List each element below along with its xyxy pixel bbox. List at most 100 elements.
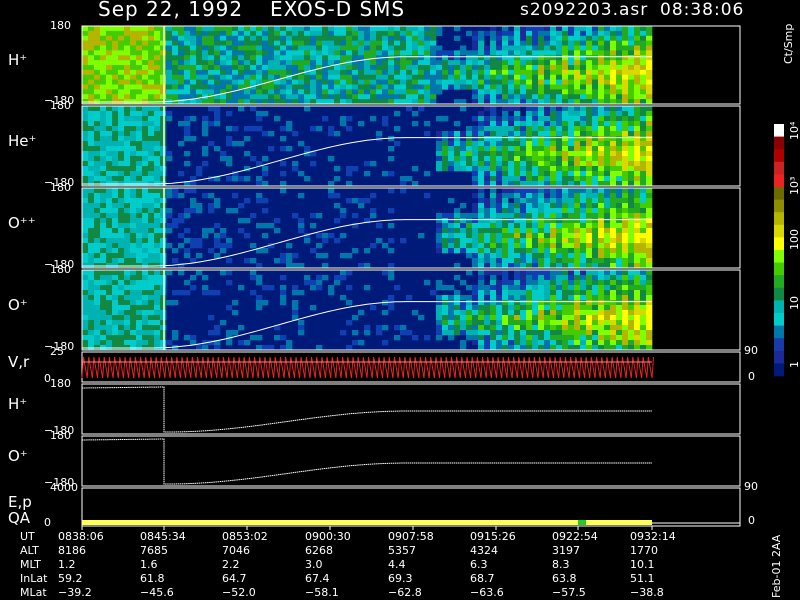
spectrogram-cell bbox=[244, 89, 251, 95]
spectrogram-cell bbox=[370, 26, 377, 32]
spectrogram-cell bbox=[580, 65, 587, 71]
spectrogram-cell bbox=[646, 126, 653, 132]
spectrogram-cell bbox=[634, 131, 641, 137]
spectrogram-cell bbox=[574, 208, 581, 214]
spectrogram-cell bbox=[226, 84, 233, 90]
spectrogram-cell bbox=[592, 65, 599, 71]
spectrogram-cell bbox=[202, 345, 209, 351]
spectrogram-cell bbox=[226, 60, 233, 66]
spectrogram-cell bbox=[220, 243, 227, 249]
spectrogram-cell bbox=[208, 248, 215, 254]
spectrogram-cell bbox=[448, 228, 455, 234]
spectrogram-cell bbox=[604, 151, 611, 157]
spectrogram-cell bbox=[316, 94, 323, 100]
spectrogram-cell bbox=[628, 30, 635, 37]
spectrogram-cell bbox=[556, 203, 563, 209]
spectrogram-cell bbox=[442, 136, 449, 142]
spectrogram-cell bbox=[184, 50, 191, 56]
spectrogram-cell bbox=[574, 320, 581, 326]
spectrogram-cell bbox=[562, 300, 569, 306]
spectrogram-cell bbox=[580, 193, 587, 199]
spectrogram-cell bbox=[280, 89, 287, 95]
spectrogram-cell bbox=[94, 193, 101, 199]
spectrogram-cell bbox=[454, 65, 461, 71]
spectrogram-cell bbox=[154, 40, 161, 46]
spectrogram-cell bbox=[436, 50, 443, 56]
spectrogram-cell bbox=[346, 198, 353, 204]
spectrogram-cell bbox=[340, 69, 347, 76]
spectrogram-cell bbox=[514, 106, 521, 112]
spectrogram-cell bbox=[634, 275, 641, 281]
spectrogram-cell bbox=[586, 280, 593, 286]
spectrogram-cell bbox=[502, 166, 509, 172]
spectrogram-cell bbox=[592, 111, 599, 117]
spectrogram-cell bbox=[244, 74, 251, 80]
spectrogram-cell bbox=[136, 335, 143, 341]
spectrogram-cell bbox=[112, 121, 119, 127]
spectrogram-cell bbox=[334, 26, 341, 32]
spectrogram-cell bbox=[106, 136, 113, 142]
spectrogram-cell bbox=[460, 151, 467, 157]
spectrogram-cell bbox=[490, 280, 497, 286]
spectrogram-cell bbox=[292, 253, 299, 259]
spectrogram-cell bbox=[460, 280, 467, 286]
spectrogram-cell bbox=[178, 193, 185, 199]
spectrogram-cell bbox=[598, 198, 605, 204]
spectrogram-cell bbox=[484, 295, 491, 301]
spectrogram-cell bbox=[550, 111, 557, 117]
spectrogram-cell bbox=[634, 188, 641, 194]
spectrogram-cell bbox=[172, 45, 179, 51]
spectrogram-cell bbox=[88, 223, 95, 229]
spectrogram-cell bbox=[94, 26, 101, 32]
spectrogram-cell bbox=[214, 89, 221, 95]
spectrogram-cell bbox=[580, 89, 587, 95]
spectrogram-cell bbox=[526, 151, 533, 157]
spectrogram-cell bbox=[436, 248, 443, 254]
spectrogram-cell bbox=[400, 94, 407, 100]
spectrogram-cell bbox=[616, 270, 623, 276]
spectrogram-cell bbox=[640, 55, 647, 61]
spectrogram-cell bbox=[82, 270, 89, 276]
spectrogram-cell bbox=[538, 35, 545, 41]
spectrogram-cell bbox=[592, 35, 599, 41]
spectrogram-cell bbox=[616, 275, 623, 281]
spectrogram-cell bbox=[484, 84, 491, 90]
spectrogram-cell bbox=[622, 69, 629, 76]
spectrogram-cell bbox=[220, 94, 227, 100]
spectrogram-cell bbox=[148, 275, 155, 281]
spectrogram-cell bbox=[514, 45, 521, 51]
spectrogram-cell bbox=[592, 161, 599, 167]
spectrogram-cell bbox=[448, 161, 455, 167]
spectrogram-cell bbox=[388, 270, 395, 276]
spectrogram-cell bbox=[400, 60, 407, 66]
spectrogram-cell bbox=[82, 188, 89, 194]
spectrogram-cell bbox=[622, 35, 629, 41]
spectrogram-cell bbox=[580, 208, 587, 214]
spectrogram-cell bbox=[514, 79, 521, 85]
spectrogram-cell bbox=[526, 193, 533, 199]
spectrogram-cell bbox=[502, 79, 509, 85]
spectrogram-cell bbox=[616, 156, 623, 162]
spectrogram-cell bbox=[178, 141, 185, 147]
spectrogram-cell bbox=[82, 223, 89, 229]
spectrogram-cell bbox=[112, 228, 119, 234]
spectrogram-cell bbox=[430, 84, 437, 90]
spectrogram-cell bbox=[286, 121, 293, 127]
spectrogram-cell bbox=[118, 106, 125, 112]
spectrogram-cell bbox=[496, 146, 503, 152]
spectrogram-cell bbox=[472, 136, 479, 142]
spectrogram-cell bbox=[196, 253, 203, 259]
spectrogram-cell bbox=[610, 151, 617, 157]
spectrogram-cell bbox=[580, 40, 587, 46]
spectrogram-cell bbox=[136, 30, 143, 37]
spectrogram-cell bbox=[352, 99, 359, 105]
spectrogram-cell bbox=[160, 136, 167, 142]
spectrogram-cell bbox=[496, 65, 503, 71]
spectrogram-cell bbox=[148, 243, 155, 249]
spectrogram-cell bbox=[130, 253, 137, 259]
spectrogram-cell bbox=[262, 35, 269, 41]
spectrogram-cell bbox=[400, 69, 407, 76]
spectrogram-cell bbox=[202, 233, 209, 239]
spectrogram-cell bbox=[472, 285, 479, 291]
spectrogram-cell bbox=[184, 99, 191, 105]
